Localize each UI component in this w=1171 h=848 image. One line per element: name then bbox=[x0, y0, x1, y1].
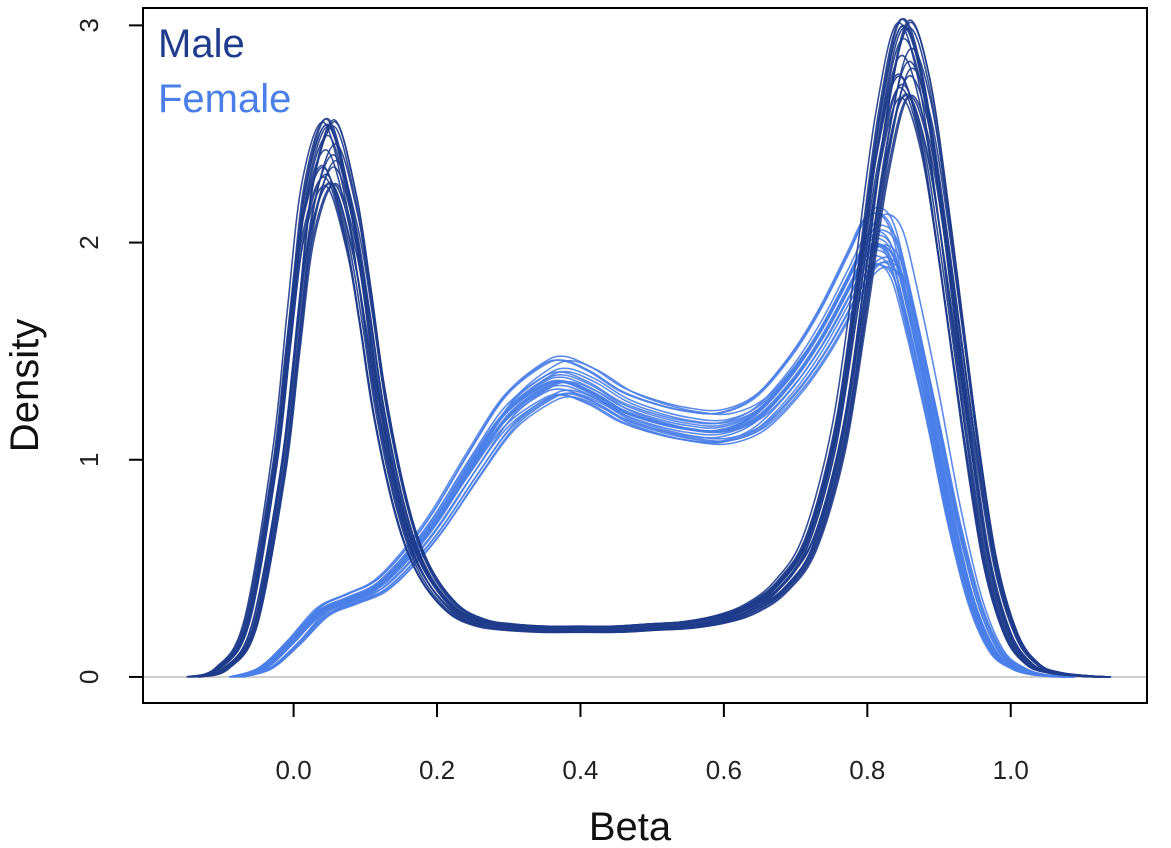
y-tick-label: 0 bbox=[74, 670, 104, 684]
plot-frame bbox=[142, 7, 1148, 704]
density-line-male bbox=[194, 93, 1106, 678]
density-line-male bbox=[199, 47, 1111, 678]
density-line-female bbox=[240, 244, 1073, 678]
y-tick-label: 2 bbox=[74, 235, 104, 249]
x-tick-label: 1.0 bbox=[993, 755, 1029, 785]
x-tick-label: 0.2 bbox=[419, 755, 455, 785]
x-axis: 0.0 0.2 0.4 0.6 0.8 1.0 bbox=[276, 703, 1029, 785]
density-line-male bbox=[191, 37, 1103, 678]
female-series-lines bbox=[228, 206, 1076, 678]
y-axis: 0 1 2 3 bbox=[74, 18, 143, 684]
x-tick-label: 0.8 bbox=[849, 755, 885, 785]
male-series-lines bbox=[186, 17, 1112, 678]
y-axis-title: Density bbox=[3, 319, 47, 452]
legend: Male Female bbox=[158, 22, 291, 121]
density-line-male bbox=[197, 60, 1109, 678]
density-line-female bbox=[231, 254, 1064, 678]
legend-item-male: Male bbox=[158, 22, 245, 66]
x-tick-label: 0.4 bbox=[562, 755, 598, 785]
x-tick-label: 0.0 bbox=[276, 755, 312, 785]
legend-item-female: Female bbox=[158, 77, 291, 121]
x-axis-title: Beta bbox=[589, 805, 672, 848]
y-tick-label: 3 bbox=[74, 18, 104, 32]
x-tick-label: 0.6 bbox=[706, 755, 742, 785]
y-tick-label: 1 bbox=[74, 453, 104, 467]
